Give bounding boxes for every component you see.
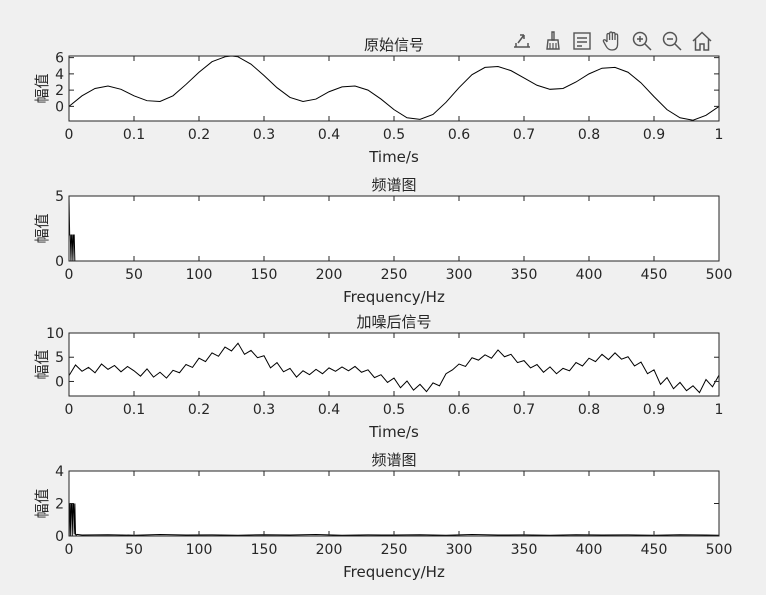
zoom-out-icon (662, 31, 682, 51)
y-tick-label: 2 (55, 83, 64, 99)
brush-button[interactable] (538, 27, 566, 55)
axes-background (69, 471, 719, 536)
subplot-3: 0 0.1 0.2 0.3 0.4 0.5 0.6 0.7 0.8 0.9 10510加噪后信号Ti… (33, 313, 723, 441)
x-tick-label: 150 (251, 542, 278, 558)
zoom-in-icon (632, 31, 652, 51)
x-tick-label: 0 (65, 402, 74, 418)
subplot-title: 频谱图 (371, 176, 416, 194)
x-tick-label: 0.7 (513, 127, 535, 143)
y-tick-label: 0 (55, 529, 64, 545)
y-axis-label: 幅值 (33, 213, 51, 243)
x-tick-label: 350 (511, 542, 538, 558)
x-tick-label: 500 (706, 267, 733, 283)
y-tick-label: 4 (55, 67, 64, 83)
y-axis-label: 幅值 (33, 73, 51, 103)
x-axis-label: Time/s (368, 148, 419, 166)
x-axis-label: Frequency/Hz (343, 288, 445, 306)
y-tick-label: 6 (55, 51, 64, 67)
y-axis-label: 幅值 (33, 488, 51, 518)
x-tick-label: 300 (446, 267, 473, 283)
y-tick-label: 5 (55, 189, 64, 205)
x-tick-label: 0.6 (448, 127, 470, 143)
pan-button[interactable] (598, 27, 626, 55)
axes-background (69, 56, 719, 121)
axes-toolbar (508, 27, 716, 55)
export-button[interactable] (508, 27, 536, 55)
x-tick-label: 0.9 (643, 402, 665, 418)
y-tick-label: 2 (55, 497, 64, 513)
x-tick-label: 0.3 (253, 127, 275, 143)
subplot-1: 0 0.1 0.2 0.3 0.4 0.5 0.6 0.7 0.8 0.9 10246原始信号Tim… (33, 36, 723, 166)
legend-icon (573, 32, 591, 50)
y-tick-label: 4 (55, 464, 64, 480)
pan-hand-icon (602, 31, 619, 51)
y-tick-label: 0 (55, 374, 64, 390)
home-icon (692, 31, 712, 51)
subplot-2: 0 50 100 150 200 250 300 350 400 450 500 0 5 频谱图 Frequ… (33, 176, 732, 306)
x-tick-label: 150 (251, 267, 278, 283)
x-tick-label: 1 (715, 402, 724, 418)
x-tick-label: 200 (316, 542, 343, 558)
x-tick-label: 0.1 (123, 127, 145, 143)
x-tick-label: 50 (125, 542, 143, 558)
axes-background (69, 196, 719, 261)
subplot-4: 0 50 100 150 200 250 300 350 400 450 500 0 2 4 频谱图 Freq… (33, 451, 732, 581)
x-tick-label: 350 (511, 267, 538, 283)
x-tick-label: 0.4 (318, 402, 340, 418)
x-tick-label: 200 (316, 267, 343, 283)
x-tick-label: 0.8 (578, 127, 600, 143)
y-tick-label: 10 (46, 326, 64, 342)
series-line-1 (69, 196, 719, 261)
x-tick-label: 0.7 (513, 402, 535, 418)
axes-background (69, 333, 719, 396)
y-tick-label: 0 (55, 99, 64, 115)
x-tick-label: 250 (381, 542, 408, 558)
zoom-in-button[interactable] (628, 27, 656, 55)
x-tick-label: 0.8 (578, 402, 600, 418)
x-tick-label: 0.5 (383, 402, 405, 418)
x-tick-label: 250 (381, 267, 408, 283)
home-button[interactable] (688, 27, 716, 55)
y-tick-label: 0 (55, 254, 64, 270)
x-tick-label: 0.5 (383, 127, 405, 143)
brush-icon (546, 31, 560, 50)
series-line-1 (69, 342, 719, 394)
y-axis-label: 幅值 (33, 349, 51, 379)
x-tick-label: 0.6 (448, 402, 470, 418)
x-tick-label: 0.1 (123, 402, 145, 418)
x-tick-label: 0.4 (318, 127, 340, 143)
x-tick-label: 0.2 (188, 402, 210, 418)
x-tick-label: 400 (576, 267, 603, 283)
x-tick-label: 100 (186, 542, 213, 558)
x-tick-label: 100 (186, 267, 213, 283)
x-tick-label: 450 (641, 267, 668, 283)
series-line-1 (69, 56, 719, 121)
x-tick-label: 1 (715, 127, 724, 143)
x-tick-label: 0.3 (253, 402, 275, 418)
x-axis-label: Time/s (368, 423, 419, 441)
x-tick-label: 0 (65, 127, 74, 143)
x-tick-label: 50 (125, 267, 143, 283)
x-tick-label: 400 (576, 542, 603, 558)
x-tick-label: 0 (65, 542, 74, 558)
x-axis-label: Frequency/Hz (343, 563, 445, 581)
export-icon (514, 34, 530, 48)
x-tick-label: 500 (706, 542, 733, 558)
subplot-title: 原始信号 (364, 36, 424, 54)
x-tick-label: 450 (641, 542, 668, 558)
x-tick-label: 300 (446, 542, 473, 558)
x-tick-label: 0 (65, 267, 74, 283)
y-tick-label: 5 (55, 350, 64, 366)
zoom-out-button[interactable] (658, 27, 686, 55)
x-tick-label: 0.2 (188, 127, 210, 143)
legend-button[interactable] (568, 27, 596, 55)
x-tick-label: 0.9 (643, 127, 665, 143)
subplot-title: 频谱图 (371, 451, 416, 469)
subplot-title: 加噪后信号 (356, 313, 431, 331)
